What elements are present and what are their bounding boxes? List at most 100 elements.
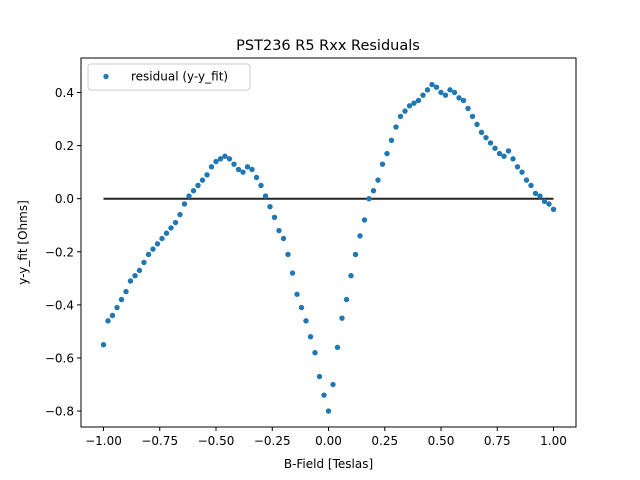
data-point (172, 219, 179, 226)
data-point (316, 373, 323, 380)
y-tick-label: −0.4 (45, 298, 74, 312)
data-point (132, 272, 138, 279)
x-tick-label: 0.50 (428, 434, 455, 448)
data-point (312, 349, 318, 356)
data-point (213, 158, 219, 165)
scatter-points (100, 81, 557, 414)
plot-area (100, 81, 557, 414)
data-point (294, 291, 300, 297)
data-point (519, 169, 525, 175)
data-point (442, 92, 449, 98)
x-tick-label: 1.00 (540, 434, 567, 448)
data-point (271, 214, 278, 220)
data-point (222, 153, 228, 159)
data-point (118, 296, 125, 303)
data-point (289, 270, 296, 276)
data-point (402, 108, 408, 114)
data-point (334, 344, 341, 351)
x-tick-label: −1.00 (85, 434, 122, 448)
data-point (163, 230, 170, 236)
data-point (199, 177, 206, 183)
data-point (145, 251, 152, 258)
data-point (235, 166, 242, 173)
data-point (298, 304, 305, 311)
legend: residual (y-y_fit) (87, 63, 251, 91)
data-point (375, 177, 381, 183)
data-point (465, 105, 471, 112)
data-point (208, 164, 215, 170)
data-point (303, 318, 309, 324)
data-point (109, 312, 116, 319)
data-point (483, 134, 489, 141)
data-point (532, 190, 539, 197)
data-point (541, 198, 548, 205)
data-point (262, 193, 269, 199)
data-point (460, 97, 467, 104)
x-tick-label: 0.00 (315, 434, 342, 448)
data-point (195, 182, 201, 189)
y-axis-label: y-y_fit [Ohms] (16, 200, 30, 285)
data-point (231, 161, 237, 167)
data-point (249, 166, 255, 173)
data-point (424, 87, 431, 93)
data-point (258, 182, 264, 189)
y-tick-label: −0.2 (45, 245, 74, 259)
data-point (487, 140, 494, 146)
data-point (406, 103, 413, 109)
data-point (343, 296, 350, 303)
data-point (186, 193, 192, 199)
data-point (217, 156, 224, 162)
x-tick-label: −0.50 (198, 434, 235, 448)
y-tick-label: 0.4 (55, 86, 74, 100)
data-point (127, 278, 134, 284)
data-point (244, 164, 251, 170)
data-point (339, 315, 345, 321)
data-point (285, 251, 291, 258)
x-axis-ticks: −1.00 −0.75 −0.50 −0.25 0.00 0.25 0.50 0.75 1.00 (85, 427, 567, 448)
x-tick-label: 0.75 (484, 434, 511, 448)
data-point (154, 241, 161, 247)
data-point (469, 113, 476, 120)
data-point (370, 188, 377, 194)
data-point (280, 235, 287, 242)
data-point (528, 182, 534, 189)
data-point (496, 150, 503, 157)
data-point (456, 95, 462, 101)
data-point (352, 251, 359, 258)
data-point (357, 233, 363, 239)
data-point (447, 87, 453, 93)
data-point (393, 124, 399, 130)
legend-box (87, 63, 251, 91)
data-point (550, 206, 557, 213)
data-point (177, 211, 183, 218)
data-point (492, 145, 498, 151)
data-point (150, 246, 156, 252)
y-tick-label: −0.8 (45, 405, 74, 419)
chart-title: PST236 R5 Rxx Residuals (236, 38, 420, 54)
data-point (523, 177, 530, 183)
y-axis-ticks: −0.8 −0.6 −0.4 −0.2 0.0 0.2 0.4 (45, 86, 81, 419)
data-point (451, 89, 458, 96)
data-point (141, 259, 147, 266)
data-point (388, 137, 395, 143)
data-point (123, 288, 129, 295)
data-point (267, 203, 273, 210)
data-point (204, 172, 210, 178)
data-point (307, 334, 314, 340)
data-point (514, 164, 521, 170)
data-point (415, 97, 422, 104)
x-tick-label: −0.75 (141, 434, 178, 448)
data-point (105, 318, 111, 324)
data-point (474, 121, 480, 128)
data-point (226, 156, 233, 162)
data-point (100, 342, 107, 348)
data-point (240, 169, 246, 175)
y-tick-label: 0.0 (55, 192, 74, 206)
x-axis-label: B-Field [Teslas] (284, 457, 373, 471)
data-point (429, 81, 435, 88)
legend-marker (103, 73, 109, 80)
data-point (366, 195, 372, 202)
data-point (379, 161, 386, 167)
y-tick-label: −0.6 (45, 351, 74, 365)
